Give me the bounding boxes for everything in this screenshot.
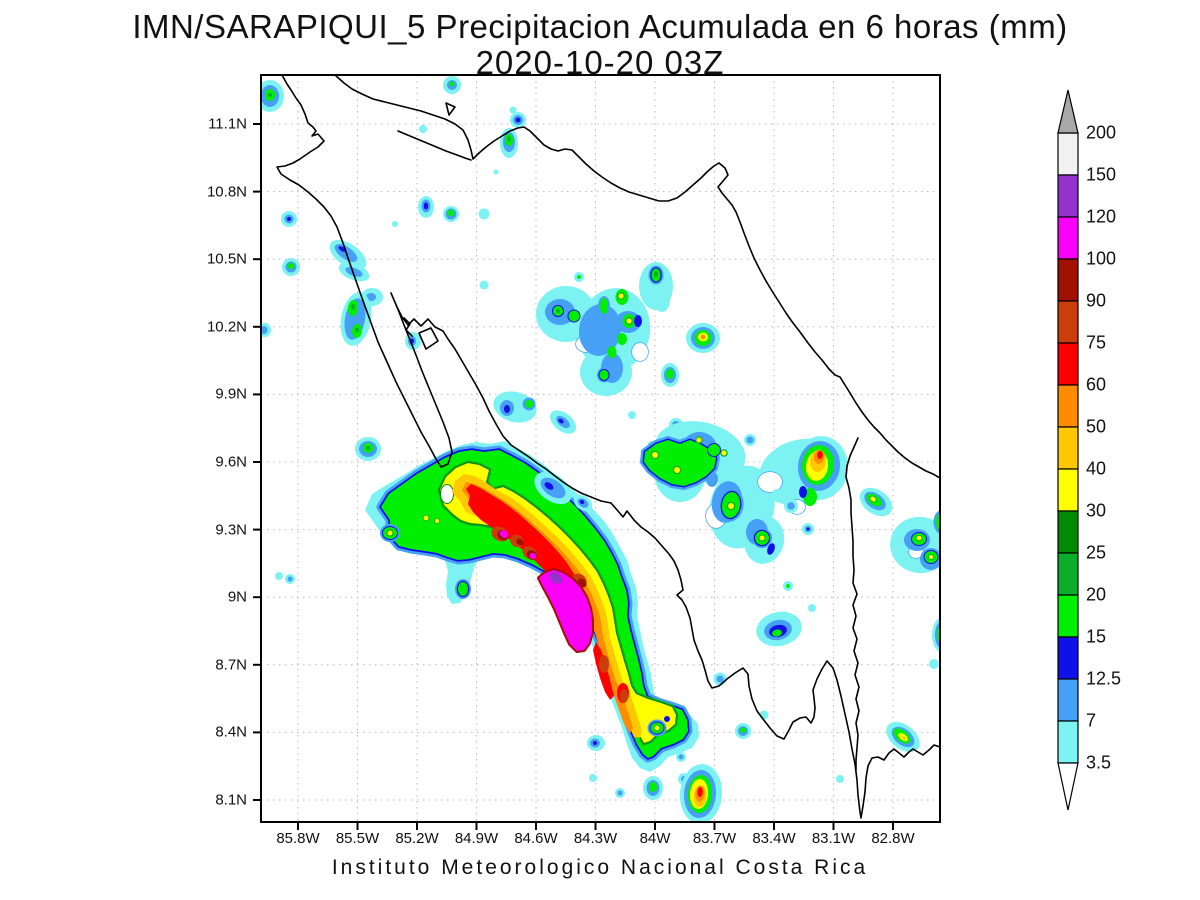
precipitation-field [261,76,940,822]
y-tick-label: 9N [227,588,247,606]
y-tick-label: 8.7N [215,656,247,674]
colorbar-top-arrow [1057,89,1079,134]
y-tick-label: 11.1N [208,115,247,133]
x-tick-label: 85.2W [395,830,439,847]
x-tick-label: 82.8W [871,830,915,847]
coastline-borders [276,75,940,819]
x-tick-label: 83.7W [692,830,737,847]
x-tick-label: 85.8W [276,830,320,847]
y-tick-label: 8.4N [215,723,247,741]
y-tick-label: 8.1N [215,791,247,809]
chart-title: IMN/SARAPIQUI_5 Precipitacion Acumulada … [132,8,1068,45]
x-tick-label: 83.4W [752,830,796,847]
axis-ticks [253,123,894,830]
x-tick-label: 83.1W [811,830,856,847]
colorbar-label: 50 [1086,416,1107,437]
y-tick-label: 10.2N [206,318,247,336]
colorbar-label: 15 [1086,626,1107,647]
colorbar-label: 3.5 [1086,752,1112,773]
plot-frame [260,74,941,823]
x-tick-label: 84.3W [573,830,618,847]
colorbar [1057,89,1079,811]
footer-institution: Instituto Meteorologico Nacional Costa R… [331,856,869,879]
colorbar-label: 12.5 [1086,668,1122,689]
y-tick-label: 10.5N [206,250,247,268]
colorbar-label: 25 [1086,542,1107,563]
colorbar-label: 75 [1086,332,1107,353]
colorbar-label: 100 [1086,248,1117,269]
colorbar-label: 40 [1086,458,1107,479]
x-tick-label: 84.6W [514,830,558,847]
y-tick-label: 9.9N [215,385,247,403]
colorbar-label: 150 [1086,164,1117,185]
colorbar-label: 200 [1086,122,1117,143]
y-tick-label: 9.3N [215,521,247,539]
colorbar-bottom-arrow [1057,762,1079,811]
x-tick-label: 84.9W [454,830,499,847]
colorbar-label: 20 [1086,584,1107,605]
colorbar-label: 120 [1086,206,1117,227]
x-tick-label: 84W [639,830,671,847]
x-tick-label: 85.5W [335,830,380,847]
colorbar-label: 30 [1086,500,1107,521]
colorbar-label: 7 [1086,710,1097,731]
colorbar-label: 90 [1086,290,1107,311]
colorbar-label: 60 [1086,374,1107,395]
y-tick-label: 10.8N [206,183,247,201]
y-tick-label: 9.6N [215,453,247,471]
